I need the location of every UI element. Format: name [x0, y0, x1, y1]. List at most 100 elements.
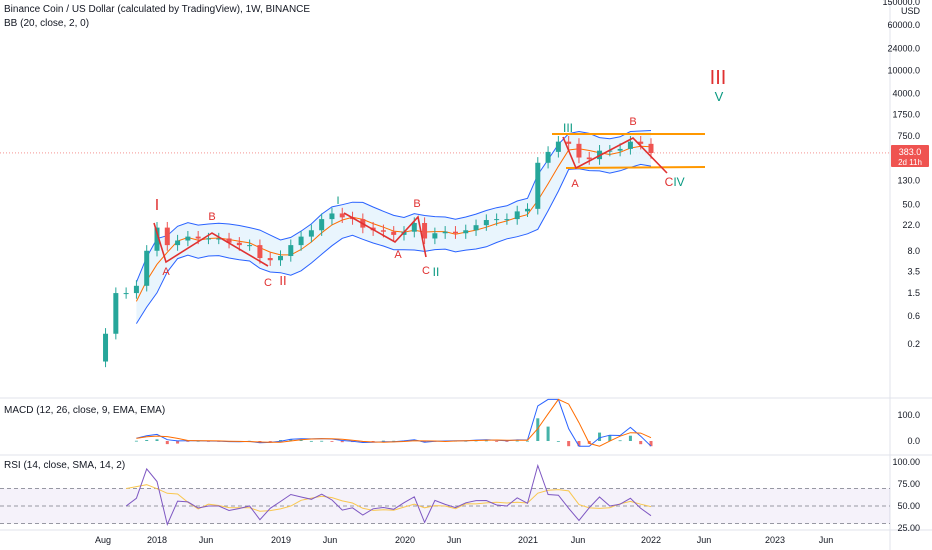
- price-tick-label: 0.2: [907, 339, 920, 349]
- time-axis-label: Jun: [323, 535, 338, 545]
- macd-histogram-bar: [577, 441, 581, 447]
- macd-histogram-bar: [309, 440, 313, 442]
- candle-body: [267, 258, 273, 261]
- candle-body: [648, 143, 654, 153]
- candle-body: [288, 245, 294, 257]
- rsi-indicator-label[interactable]: RSI (14, close, SMA, 14, 2): [4, 460, 126, 471]
- candle-body: [278, 256, 283, 261]
- macd-tick-label: 100.0: [897, 410, 920, 420]
- wave-label-a: A: [162, 266, 170, 278]
- macd-histogram-bar: [649, 441, 653, 447]
- candle-body: [535, 162, 541, 209]
- current-price-tag: [891, 144, 929, 167]
- candle-body: [473, 225, 479, 231]
- candle-body: [329, 213, 335, 220]
- wave-label-ii: II: [433, 265, 440, 279]
- macd-histogram-bar: [340, 441, 344, 443]
- bar-countdown: 2d 11h: [898, 158, 922, 167]
- wave-label-c: C: [264, 277, 272, 289]
- macd-line: [136, 398, 652, 447]
- elliott-wave-zigzag: [562, 136, 668, 174]
- wave-label-iii: III: [710, 67, 727, 89]
- candle-body: [380, 230, 386, 232]
- macd-histogram-bar: [186, 441, 190, 442]
- candle-body: [638, 141, 644, 144]
- macd-histogram-bar: [484, 440, 488, 442]
- candle-body: [339, 213, 345, 218]
- candle-body: [319, 219, 325, 231]
- current-price-value: 383.0: [899, 147, 922, 157]
- candle-body: [545, 151, 551, 163]
- candle-body: [586, 157, 592, 160]
- candle-body: [627, 141, 633, 149]
- time-axis-label: Jun: [447, 535, 462, 545]
- candle-body: [205, 238, 211, 240]
- candle-body: [432, 233, 438, 239]
- candle-body: [566, 141, 572, 144]
- candle-body: [514, 211, 520, 220]
- price-tick-label: 4000.0: [892, 89, 920, 99]
- wave-label-a: A: [571, 178, 579, 190]
- candle-body: [113, 293, 119, 334]
- wave-label-a: A: [394, 249, 402, 261]
- macd-histogram-bar: [371, 441, 375, 442]
- time-axis-label: 2023: [765, 535, 785, 545]
- macd-histogram-bar: [165, 441, 169, 445]
- price-tick-label: 10000.0: [887, 66, 920, 76]
- wave-label-c: C: [665, 175, 674, 189]
- candle-body: [483, 220, 489, 226]
- candle-body: [154, 227, 160, 251]
- macd-histogram-bar: [598, 432, 602, 441]
- macd-histogram-bar: [526, 440, 529, 442]
- macd-histogram-bar: [423, 441, 427, 443]
- macd-histogram-bar: [567, 441, 571, 447]
- price-tick-label: 750.0: [897, 131, 920, 141]
- candle-body: [463, 230, 469, 234]
- channel-lower-line: [565, 166, 706, 169]
- macd-histogram-bar: [289, 439, 293, 441]
- time-axis-label: 2019: [271, 535, 291, 545]
- macd-histogram-bar: [536, 418, 540, 441]
- candle-body: [185, 236, 191, 241]
- candle-body: [216, 238, 222, 240]
- candle-body: [555, 141, 561, 152]
- macd-histogram-bar: [628, 435, 632, 441]
- price-tick-label: 50.0: [902, 199, 920, 209]
- price-tick-label: 3.5: [907, 267, 920, 277]
- wave-label-b: B: [413, 198, 420, 210]
- time-axis-label: 2020: [395, 535, 415, 545]
- macd-histogram-bar: [495, 441, 499, 442]
- candle-body: [144, 250, 150, 286]
- time-axis-label: 2022: [641, 535, 661, 545]
- candle-body: [607, 150, 613, 152]
- time-axis-label: Jun: [199, 535, 214, 545]
- price-tick-label: 0.6: [907, 311, 920, 321]
- price-unit-label: USD: [901, 6, 921, 16]
- candle-body: [391, 231, 397, 235]
- bollinger-upper-band: [135, 130, 652, 283]
- rsi-tick-label: 75.00: [897, 479, 920, 489]
- time-axis-label: Aug: [95, 535, 111, 545]
- macd-histogram-bar: [330, 441, 334, 442]
- bollinger-lower-band: [135, 163, 652, 324]
- wave-label-c: C: [422, 265, 430, 277]
- candle-body: [103, 333, 109, 362]
- macd-indicator-label[interactable]: MACD (12, 26, close, 9, EMA, EMA): [4, 405, 166, 416]
- price-tick-label: 1.5: [907, 288, 920, 298]
- elliott-wave-zigzag: [153, 222, 269, 267]
- candle-body: [247, 245, 253, 247]
- macd-histogram-bar: [299, 439, 303, 441]
- macd-histogram-bar: [155, 439, 159, 441]
- elliott-wave-zigzag: [343, 212, 427, 258]
- candle-body: [411, 222, 417, 232]
- macd-tick-label: 0.0: [907, 436, 920, 446]
- rsi-line: [125, 463, 652, 527]
- bb-indicator-label[interactable]: BB (20, close, 2, 0): [4, 18, 90, 29]
- time-axis-label: 2018: [147, 535, 167, 545]
- macd-histogram-bar: [145, 439, 149, 441]
- candle-body: [442, 231, 448, 234]
- price-tick-label: 130.0: [897, 175, 920, 185]
- wave-label-i: I: [336, 195, 339, 207]
- macd-histogram-bar: [176, 441, 180, 444]
